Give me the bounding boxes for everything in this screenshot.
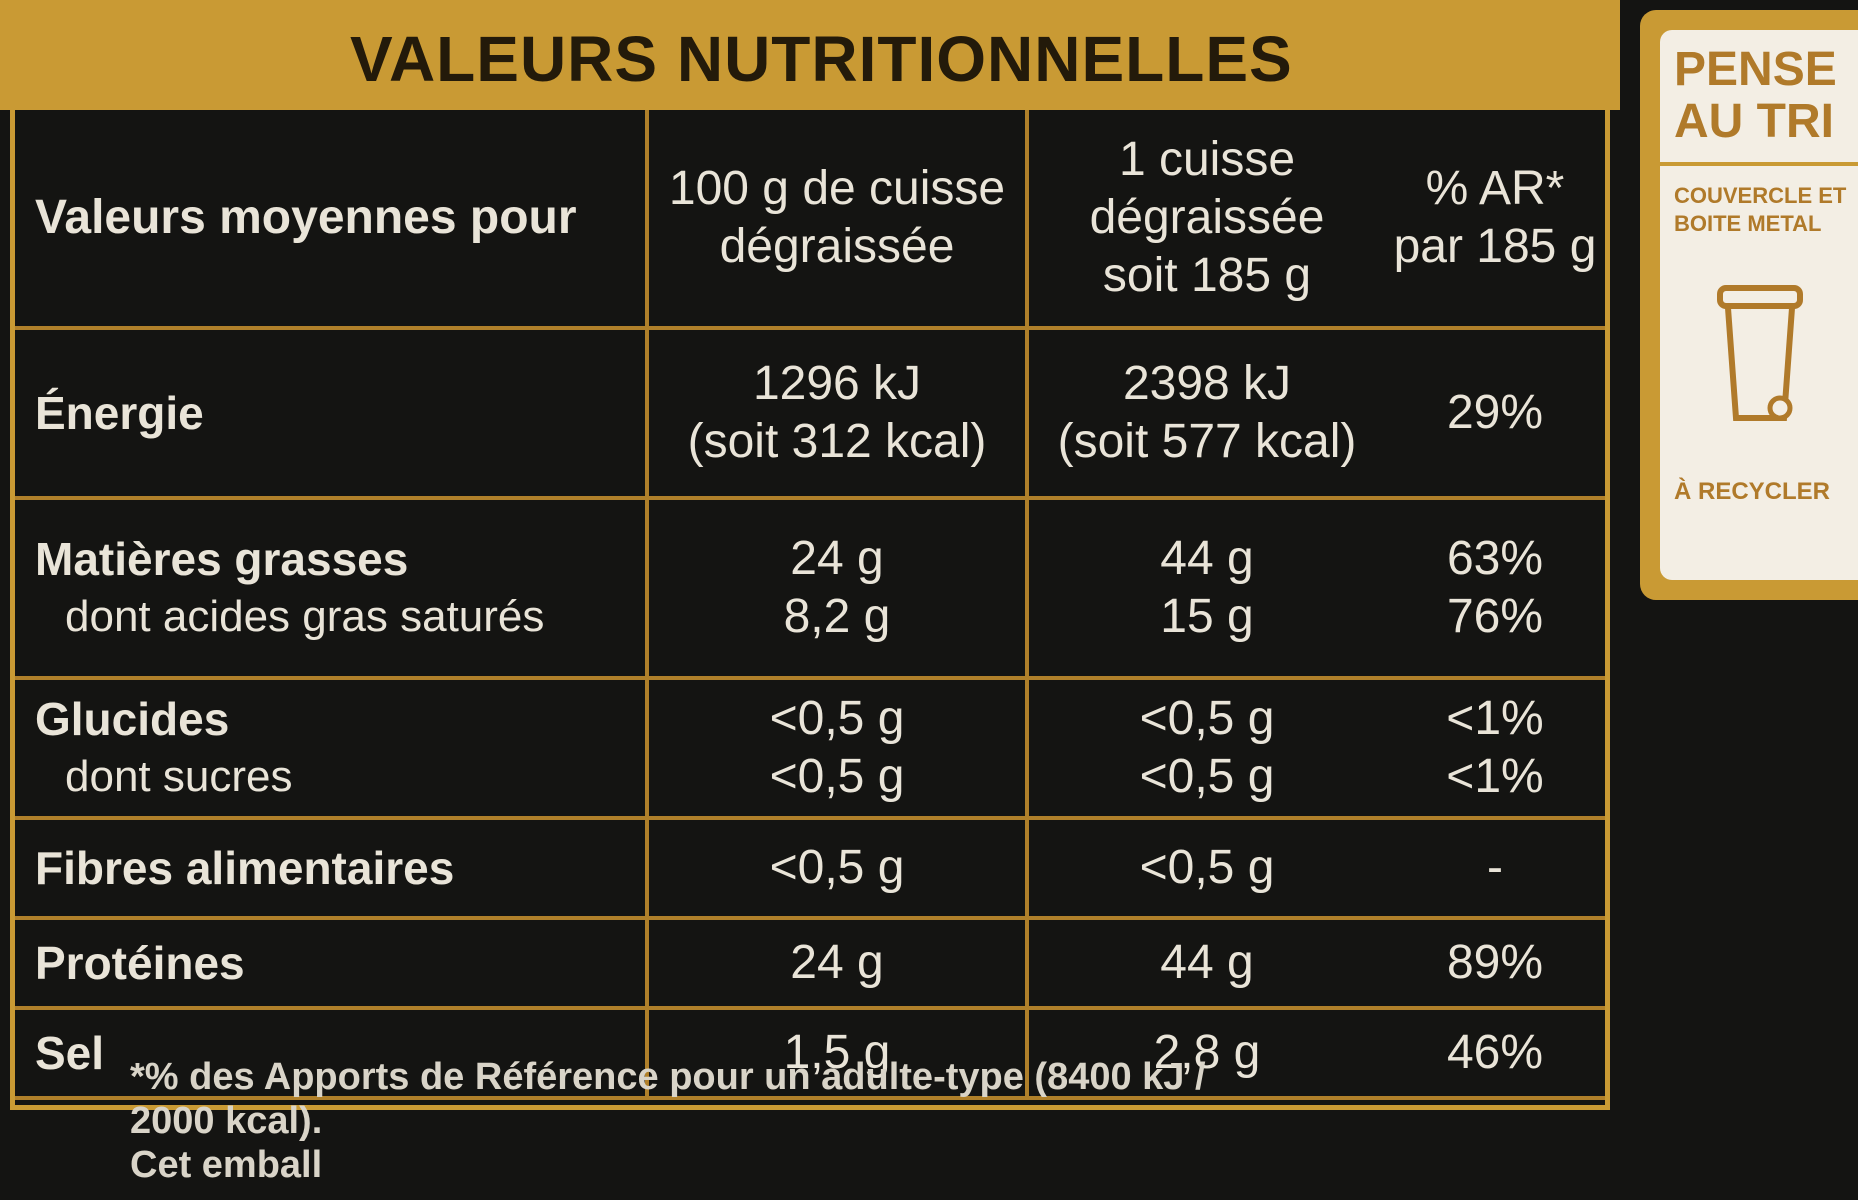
footnote-line: 2000 kcal). (130, 1100, 323, 1142)
footnote-line: *% des Apports de Référence pour un adul… (130, 1056, 1206, 1098)
ar-text: 89% (1446, 936, 1544, 989)
ar-cell: <1% <1% (1385, 680, 1605, 816)
label-text: Protéines (35, 937, 245, 989)
label-text: dont acides gras saturés (65, 592, 545, 641)
recycling-action: À RECYCLER (1674, 478, 1831, 505)
label-cell: Fibres alimentaires (35, 820, 645, 916)
per100-text: 100 g de cuisse (668, 162, 1006, 215)
per100-cell: 24 g (645, 920, 1025, 1006)
label-text: Glucides (35, 693, 230, 745)
title: VALEURS NUTRITIONNELLES (350, 23, 1293, 95)
portion-text: 1 cuisse (1118, 133, 1296, 186)
portion-text: soit 185 g (1102, 249, 1312, 302)
label-cell: Énergie (35, 330, 645, 496)
per100-text: <0,5 g (769, 692, 905, 745)
nutrition-table: Valeurs moyennes pour 100 g de cuisse dégr… (10, 110, 1610, 1110)
ar-text: - (1487, 841, 1503, 894)
footnote-line: Cet emball (130, 1144, 323, 1186)
title-band: VALEURS NUTRITIONNELLES (0, 0, 1620, 110)
per100-cell: 24 g 8,2 g (645, 500, 1025, 676)
label-cell: Protéines (35, 920, 645, 1006)
per100-text: 1296 kJ (752, 357, 922, 410)
per100-text: 24 g (790, 532, 884, 585)
portion-text: <0,5 g (1139, 692, 1275, 745)
recycling-panel: PENSE AU TRI COUVERCLE ET BOITE METAL À RE… (1640, 10, 1858, 600)
ar-text: 29% (1446, 386, 1544, 439)
ar-text: <1% (1446, 692, 1544, 745)
label-cell: Sel (35, 1010, 645, 1096)
portion-text: <0,5 g (1139, 841, 1275, 894)
portion-cell: 44 g (1025, 920, 1385, 1006)
heading-line: AU TRI (1674, 95, 1834, 148)
portion-cell: 1 cuisse dégraissée soit 185 g (1025, 110, 1385, 326)
portion-cell: 2398 kJ (soit 577 kcal) (1025, 330, 1385, 496)
ar-text: 46% (1446, 1026, 1544, 1079)
bin-icon (1717, 285, 1803, 421)
label-text: Valeurs moyennes pour (35, 191, 577, 244)
portion-text: 44 g (1160, 936, 1254, 989)
per100-text: <0,5 g (769, 841, 905, 894)
per100-text: dégraissée (719, 220, 955, 273)
per100-cell: 100 g de cuisse dégraissée (645, 110, 1025, 326)
per100-text: 24 g (790, 936, 884, 989)
recycling-heading: PENSE AU TRI (1660, 44, 1858, 148)
portion-text: 2398 kJ (1122, 357, 1292, 410)
item-line: COUVERCLE ET (1674, 183, 1847, 208)
per100-cell: <0,5 g <0,5 g (645, 680, 1025, 816)
ar-cell: % AR* par 185 g (1385, 110, 1605, 326)
portion-cell: <0,5 g (1025, 820, 1385, 916)
per100-cell: 1296 kJ (soit 312 kcal) (645, 330, 1025, 496)
portion-text: 15 g (1160, 590, 1254, 643)
ar-cell: 89% (1385, 920, 1605, 1006)
per100-cell: <0,5 g (645, 820, 1025, 916)
ar-cell: 63% 76% (1385, 500, 1605, 676)
per100-text: 1,5 g (783, 1026, 891, 1079)
portion-text: (soit 577 kcal) (1057, 415, 1357, 468)
ar-text: <1% (1446, 750, 1544, 803)
label-text: Matières grasses (35, 533, 409, 585)
ar-text: par 185 g (1393, 220, 1597, 273)
nutrient-row: Glucides dont sucres <0,5 g <0,5 g <0,5 g <0,… (15, 680, 1605, 820)
nutrient-row: Fibres alimentaires <0,5 g <0,5 g - (15, 820, 1605, 920)
label-cell: Glucides dont sucres (35, 680, 645, 816)
portion-text: 44 g (1160, 532, 1254, 585)
per100-text: (soit 312 kcal) (687, 415, 987, 468)
ar-cell: 29% (1385, 330, 1605, 496)
label-cell: Matières grasses dont acides gras saturés (35, 500, 645, 676)
label-text: Sel (35, 1027, 105, 1079)
ar-text: % AR* (1425, 162, 1565, 215)
portion-text: dégraissée (1089, 191, 1325, 244)
nutrient-row: Énergie 1296 kJ (soit 312 kcal) 2398 kJ (soi… (15, 330, 1605, 500)
portion-text: <0,5 g (1139, 750, 1275, 803)
per100-text: <0,5 g (769, 750, 905, 803)
per100-text: 8,2 g (783, 590, 891, 643)
label-text: Fibres alimentaires (35, 842, 455, 894)
footnote: *% des Apports de Référence pour un adul… (130, 1055, 1206, 1187)
nutrient-row: Matières grasses dont acides gras saturés… (15, 500, 1605, 680)
portion-cell: <0,5 g <0,5 g (1025, 680, 1385, 816)
ar-cell: - (1385, 820, 1605, 916)
per100-cell: 1,5 g (645, 1010, 1025, 1096)
item-line: BOITE METAL (1674, 211, 1822, 236)
label-text: dont sucres (65, 752, 293, 801)
nutrient-row: Protéines 24 g 44 g 89% (15, 920, 1605, 1010)
label-cell: Valeurs moyennes pour (35, 110, 645, 326)
portion-text: 2,8 g (1153, 1026, 1261, 1079)
heading-line: PENSE (1674, 43, 1837, 96)
ar-text: 76% (1446, 590, 1544, 643)
nutrient-row: Sel 1,5 g 2,8 g 46% (15, 1010, 1605, 1100)
label-text: Énergie (35, 387, 204, 439)
recycling-item: COUVERCLE ET BOITE METAL (1660, 182, 1858, 238)
portion-cell: 44 g 15 g (1025, 500, 1385, 676)
ar-cell: 46% (1385, 1010, 1605, 1096)
recycling-card: PENSE AU TRI COUVERCLE ET BOITE METAL À RE… (1660, 30, 1858, 580)
header-row: Valeurs moyennes pour 100 g de cuisse dégr… (15, 110, 1605, 330)
portion-cell: 2,8 g (1025, 1010, 1385, 1096)
ar-text: 63% (1446, 532, 1544, 585)
